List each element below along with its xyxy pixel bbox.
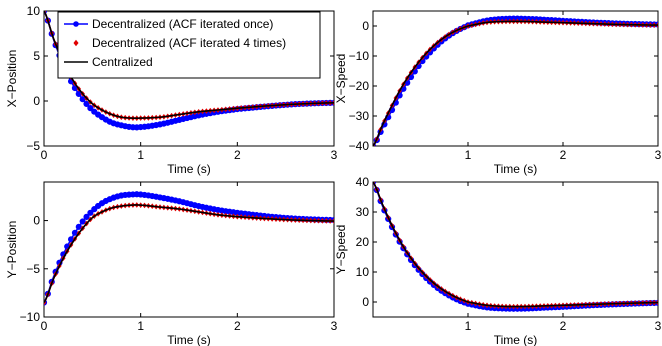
x-tick-label: 2 <box>560 148 567 162</box>
legend-entry-label: Decentralized (ACF iterated once) <box>92 17 273 31</box>
series-1-point <box>79 218 86 225</box>
y-tick-label: 5 <box>33 49 40 63</box>
y-tick-label: 10 <box>27 4 41 18</box>
x-axis-label: Time (s) <box>167 333 211 346</box>
series-group <box>44 191 334 306</box>
x-axis-label: Time (s) <box>494 162 538 176</box>
legend-circle-marker <box>73 21 79 27</box>
x-tick-label: 1 <box>137 148 144 162</box>
y-tick-label: −10 <box>20 310 41 324</box>
series-line-3 <box>44 11 334 120</box>
series-1-point <box>75 223 82 230</box>
y-tick-label: 10 <box>356 265 370 279</box>
series-group <box>373 15 658 146</box>
x-tick-label: 0 <box>41 319 48 333</box>
plot-frame <box>372 10 659 147</box>
legend-entry-label: Decentralized (ACF iterated 4 times) <box>92 36 286 50</box>
x-tick-label: 1 <box>137 319 144 333</box>
series-1-point <box>83 100 90 108</box>
series-group <box>373 182 658 312</box>
series-line-3 <box>373 20 658 146</box>
x-tick-label: 1 <box>465 319 472 333</box>
series-line-3 <box>44 204 334 303</box>
legend-entry-label: Centralized <box>92 55 153 69</box>
plot-frame <box>372 181 659 318</box>
legend-box <box>57 11 321 79</box>
x-tick-label: 0 <box>41 148 48 162</box>
chart-panel-3: 0 1 2 3 −10 −5 0 Time (s) Y−Position <box>5 181 338 346</box>
y-tick-label: −30 <box>349 109 370 123</box>
y-tick-label: 40 <box>356 175 370 189</box>
x-tick-label: 3 <box>331 319 338 333</box>
legend: Decentralized (ACF iterated once) Decentr… <box>57 11 321 79</box>
y-axis-label: Y−Position <box>5 221 19 279</box>
x-tick-label: 3 <box>331 148 338 162</box>
series-1-point <box>79 96 86 103</box>
y-tick-label: 0 <box>362 19 369 33</box>
y-axis-label: Y−Speed <box>334 225 348 275</box>
x-axis-label: Time (s) <box>494 333 538 346</box>
y-tick-label: −20 <box>349 79 370 93</box>
x-axis-label: Time (s) <box>167 162 211 176</box>
y-tick-label: 0 <box>33 94 40 108</box>
y-tick-label: −40 <box>349 139 370 153</box>
y-tick-label: −5 <box>26 139 40 153</box>
y-axis-label: X−Speed <box>334 54 348 104</box>
chart-panel-2: 1 2 3 −40 −30 −20 −10 0 Time (s) X−Speed <box>334 10 662 176</box>
y-tick-label: −5 <box>26 262 40 276</box>
series-1-point <box>71 229 79 236</box>
y-tick-label: 30 <box>356 205 370 219</box>
y-tick-label: 20 <box>356 235 370 249</box>
y-tick-label: −10 <box>349 49 370 63</box>
x-tick-label: 3 <box>655 148 662 162</box>
y-axis-label: X−Position <box>5 50 19 108</box>
y-tick-label: 0 <box>33 214 40 228</box>
x-tick-label: 2 <box>234 148 241 162</box>
series-1-point <box>87 105 94 112</box>
series-line-3 <box>373 182 658 308</box>
x-tick-label: 1 <box>465 148 472 162</box>
x-tick-label: 2 <box>234 319 241 333</box>
series-1-point <box>83 213 90 220</box>
legend-diamond-marker <box>73 39 79 47</box>
series-1-point <box>91 206 98 213</box>
series-group <box>44 11 334 131</box>
y-tick-label: 0 <box>362 295 369 309</box>
x-tick-label: 2 <box>560 319 567 333</box>
series-1-point <box>87 209 94 216</box>
x-tick-label: 3 <box>655 319 662 333</box>
